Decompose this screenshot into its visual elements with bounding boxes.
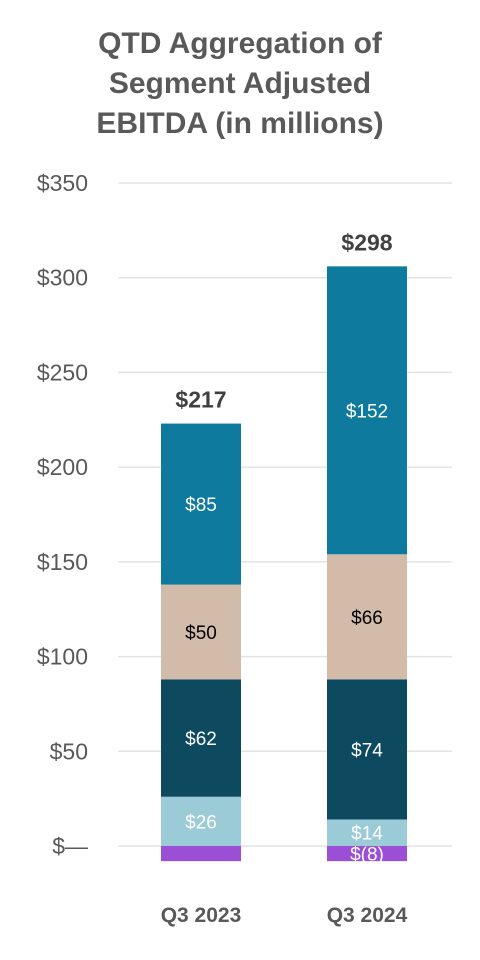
bar-segment bbox=[327, 846, 407, 862]
y-tick-label: $250 bbox=[37, 359, 88, 385]
data-label: $152 bbox=[346, 401, 388, 422]
y-tick-label: $— bbox=[52, 833, 88, 859]
y-tick-label: $200 bbox=[37, 454, 88, 480]
chart-title: QTD Aggregation of Segment Adjusted EBIT… bbox=[0, 24, 480, 144]
x-tick-label: Q3 2023 bbox=[161, 904, 242, 927]
bar-segment bbox=[161, 846, 241, 862]
bar-segment bbox=[161, 679, 241, 797]
data-label: $62 bbox=[185, 729, 217, 750]
bar-segment bbox=[161, 796, 241, 846]
data-label: $66 bbox=[351, 608, 383, 629]
data-label: $14 bbox=[351, 824, 383, 845]
data-label: $50 bbox=[185, 623, 217, 644]
total-label: $217 bbox=[175, 387, 226, 413]
chart-title-line-1: QTD Aggregation of bbox=[98, 27, 382, 60]
bar-segment bbox=[161, 423, 241, 585]
bar-segment bbox=[161, 584, 241, 680]
chart-title-line-3: EBITDA (in millions) bbox=[96, 107, 384, 140]
y-tick-label: $50 bbox=[50, 738, 88, 764]
y-tick-label: $150 bbox=[37, 549, 88, 575]
data-label: $(8) bbox=[350, 845, 384, 866]
y-tick-label: $300 bbox=[37, 265, 88, 291]
y-tick-label: $350 bbox=[37, 170, 88, 196]
y-tick-label: $100 bbox=[37, 644, 88, 670]
bar-segment bbox=[327, 819, 407, 846]
total-label: $298 bbox=[341, 229, 392, 255]
data-label: $26 bbox=[185, 812, 217, 833]
data-label: $85 bbox=[185, 495, 217, 516]
x-tick-label: Q3 2024 bbox=[327, 904, 408, 927]
data-label: $74 bbox=[351, 740, 383, 761]
bar-segment bbox=[327, 266, 407, 555]
bar-segment bbox=[327, 554, 407, 680]
bar-segment bbox=[327, 679, 407, 820]
chart-title-line-2: Segment Adjusted bbox=[108, 67, 372, 100]
